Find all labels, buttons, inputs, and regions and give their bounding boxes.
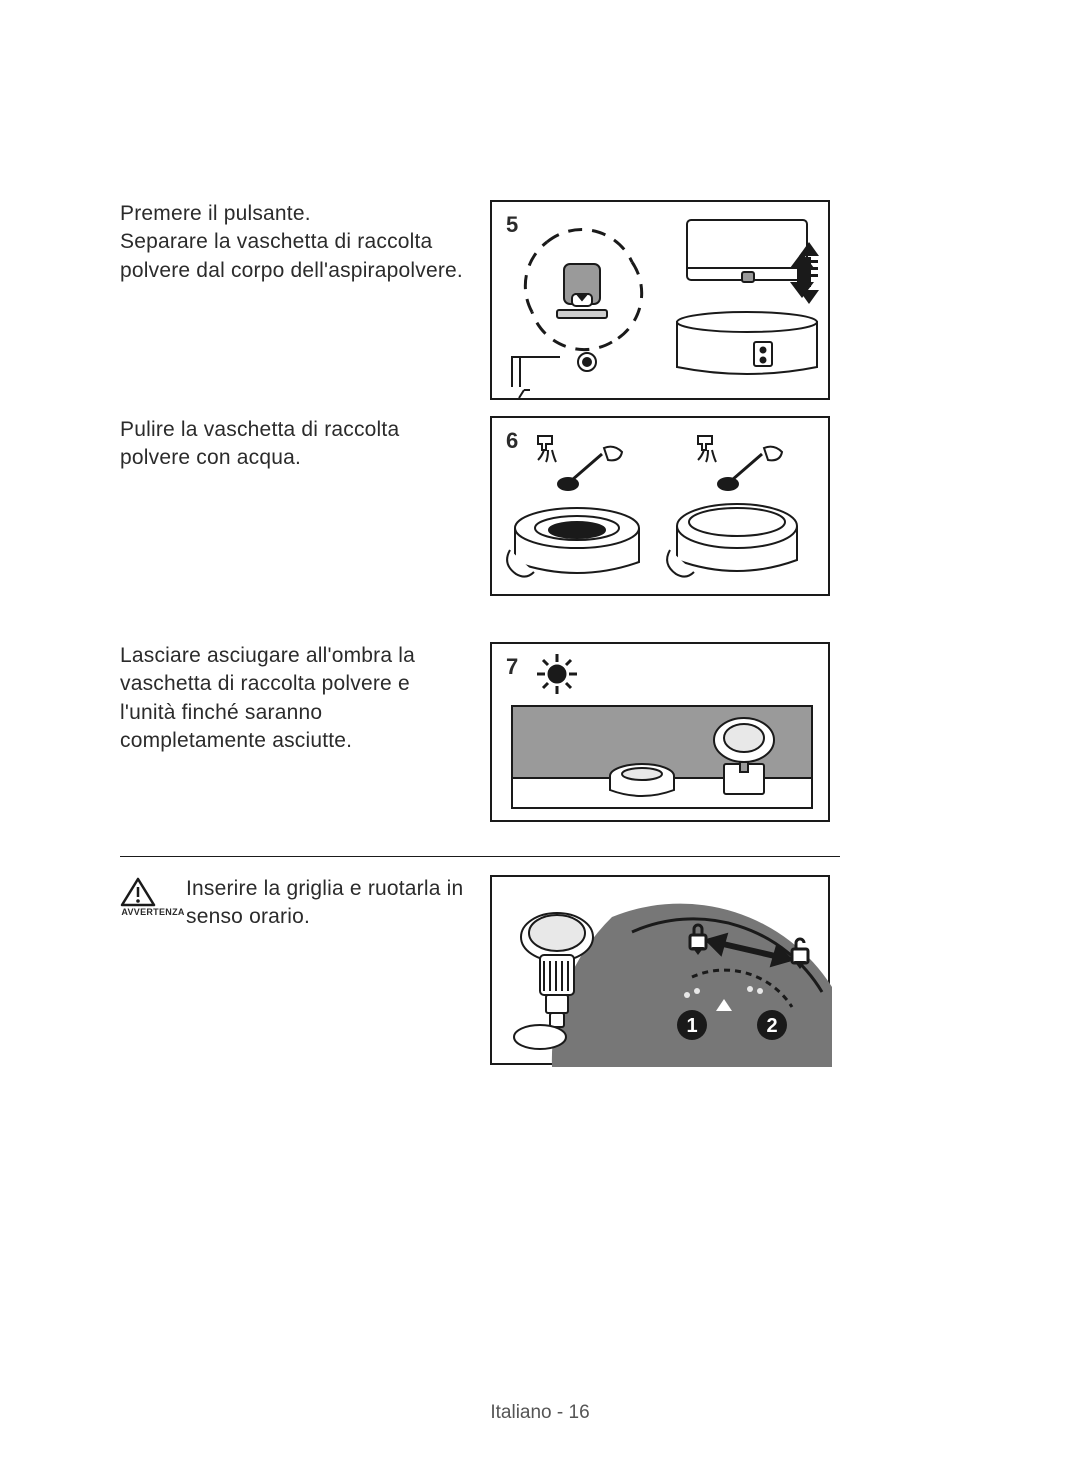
step-6-text-col: Pulire la vaschetta di raccolta polvere …	[120, 416, 490, 473]
svg-text:2: 2	[766, 1015, 777, 1037]
figure-6-number: 6	[506, 428, 518, 454]
step-7-text-col: Lasciare asciugare all'ombra la vaschett…	[120, 642, 490, 755]
step-5-line-2: Separare la vaschetta di raccolta polver…	[120, 228, 470, 285]
figure-warning-illustration: 1 2	[492, 877, 832, 1067]
step-row-5: Premere il pulsante. Separare la vaschet…	[120, 200, 960, 410]
page-footer: Italiano - 16	[0, 1402, 1080, 1424]
step-5-text-col: Premere il pulsante. Separare la vaschet…	[120, 200, 490, 285]
figure-5-number: 5	[506, 212, 518, 238]
figure-7-number: 7	[506, 654, 518, 680]
figure-6-illustration	[492, 418, 832, 598]
section-divider	[120, 856, 840, 857]
warning-row: AVVERTENZA Inserire la griglia e ruotarl…	[120, 875, 960, 1065]
warning-label: AVVERTENZA	[120, 907, 186, 917]
figure-6: 6	[490, 416, 830, 596]
step-5-line-1: Premere il pulsante.	[120, 200, 470, 228]
warning-text-col: Inserire la griglia e ruotarla in senso …	[186, 875, 490, 932]
step-5-figure-col: 5	[490, 200, 840, 400]
figure-5-illustration	[492, 202, 832, 402]
figure-7-illustration	[492, 644, 832, 824]
warning-icon	[120, 877, 156, 907]
step-7-line-1: Lasciare asciugare all'ombra la vaschett…	[120, 642, 470, 755]
step-7-figure-col: 7	[490, 642, 840, 822]
figure-7: 7	[490, 642, 830, 822]
warning-figure-col: 1 2	[490, 875, 840, 1065]
svg-text:1: 1	[686, 1015, 697, 1037]
warning-icon-col: AVVERTENZA	[120, 875, 186, 917]
step-6-line-1: Pulire la vaschetta di raccolta polvere …	[120, 416, 470, 473]
manual-page: Premere il pulsante. Separare la vaschet…	[0, 0, 1080, 1472]
step-row-6: Pulire la vaschetta di raccolta polvere …	[120, 416, 960, 636]
figure-5: 5	[490, 200, 830, 400]
step-6-figure-col: 6	[490, 416, 840, 596]
warning-text: Inserire la griglia e ruotarla in senso …	[186, 875, 470, 932]
step-row-7: Lasciare asciugare all'ombra la vaschett…	[120, 642, 960, 842]
figure-warning: 1 2	[490, 875, 830, 1065]
